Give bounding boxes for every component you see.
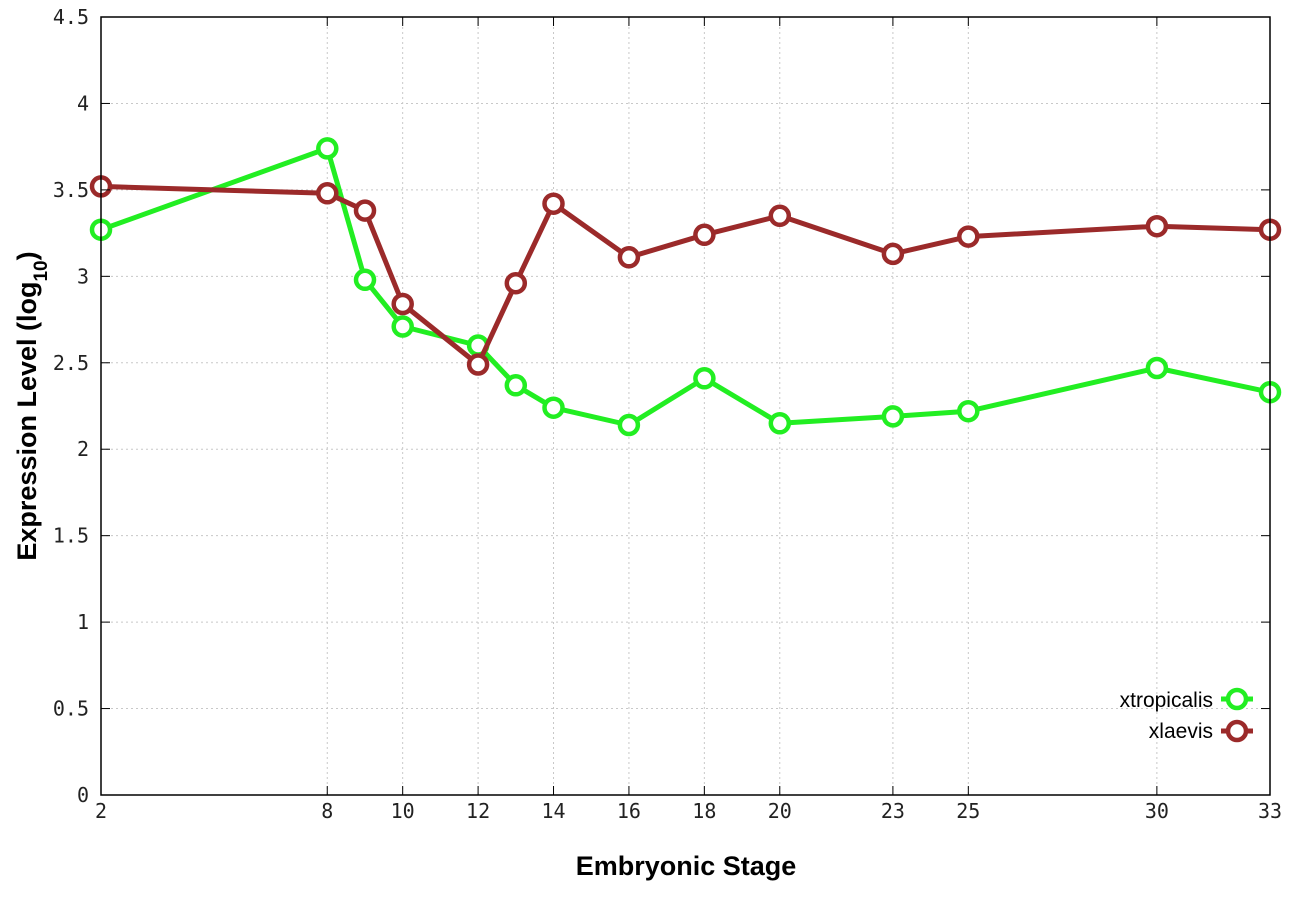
y-axis-title: Expression Level (log10) — [12, 251, 52, 560]
y-axis-title-close: ) — [12, 251, 42, 260]
series-xlaevis — [89, 175, 1282, 376]
y-tick-label-1-5: 1.5 — [53, 524, 89, 548]
y-axis-title-subscript: 10 — [31, 260, 52, 281]
legend-label-xtropicalis: xtropicalis — [1120, 689, 1213, 712]
x-tick-label-30: 30 — [1145, 799, 1169, 823]
series-layer — [89, 137, 1282, 437]
data-point-xlaevis-stage-16 — [617, 246, 641, 269]
y-tick-label-4: 4 — [77, 91, 89, 115]
legend-swatch-xlaevis-marker — [1225, 719, 1249, 743]
y-tick-label-2-5: 2.5 — [53, 351, 89, 375]
legend-swatch-xtropicalis-marker — [1225, 687, 1249, 711]
y-tick-label-0-5: 0.5 — [53, 697, 89, 721]
x-tick-label-23: 23 — [881, 799, 905, 823]
data-point-xtropicalis-stage-8 — [316, 137, 339, 160]
x-tick-label-33: 33 — [1258, 799, 1282, 823]
data-point-xtropicalis-stage-14 — [542, 396, 565, 419]
y-tick-label-1: 1 — [77, 610, 89, 634]
y-tick-label-3: 3 — [77, 264, 89, 288]
x-tick-label-25: 25 — [956, 799, 980, 823]
data-point-xlaevis-stage-14 — [542, 192, 565, 215]
x-tick-label-16: 16 — [617, 799, 641, 823]
data-point-xlaevis-stage-23 — [881, 242, 905, 266]
y-tick-label-2: 2 — [77, 437, 89, 461]
data-point-xtropicalis-stage-10 — [391, 315, 414, 338]
grid — [101, 17, 1270, 795]
y-tick-label-4-5: 4.5 — [53, 5, 89, 29]
data-point-xtropicalis-stage-20 — [768, 412, 792, 435]
data-point-xlaevis-stage-18 — [693, 223, 716, 247]
data-point-xlaevis-stage-10 — [391, 292, 414, 316]
data-point-xlaevis-stage-13 — [504, 271, 528, 295]
x-tick-label-10: 10 — [391, 799, 415, 823]
y-axis-title-main: Expression Level (log — [12, 282, 42, 561]
data-point-xlaevis-stage-25 — [957, 225, 980, 248]
data-point-xlaevis-stage-30 — [1145, 214, 1169, 238]
y-tick-label-0: 0 — [77, 783, 89, 807]
legend: xtropicalis xlaevis — [1120, 687, 1253, 743]
data-point-xtropicalis-stage-16 — [617, 413, 641, 437]
y-axis: 0 0.5 1 1.5 2 2.5 3 3.5 4 4.5 — [53, 5, 1270, 807]
data-point-xlaevis-stage-20 — [768, 204, 792, 228]
x-tick-label-12: 12 — [466, 799, 490, 823]
x-axis-title: Embryonic Stage — [576, 851, 797, 881]
data-point-xlaevis-stage-8 — [316, 182, 339, 205]
data-point-xtropicalis-stage-25 — [957, 399, 980, 423]
data-point-xtropicalis-stage-13 — [504, 374, 528, 397]
data-point-xtropicalis-stage-30 — [1145, 356, 1169, 380]
series-xtropicalis — [89, 137, 1282, 437]
x-tick-label-20: 20 — [768, 799, 792, 823]
series-line-xlaevis — [100, 183, 1271, 367]
x-tick-label-8: 8 — [321, 799, 333, 823]
data-point-xtropicalis-stage-18 — [693, 367, 716, 390]
legend-label-xlaevis: xlaevis — [1149, 720, 1213, 743]
data-point-xtropicalis-stage-23 — [881, 405, 905, 428]
x-tick-label-14: 14 — [541, 799, 565, 823]
plot-frame — [100, 16, 1271, 796]
data-point-xtropicalis-stage-9 — [353, 268, 377, 292]
data-point-xlaevis-stage-9 — [353, 199, 377, 222]
data-point-xlaevis-stage-12 — [466, 353, 490, 376]
y-tick-label-3-5: 3.5 — [53, 178, 89, 202]
x-tick-label-2: 2 — [95, 799, 107, 823]
x-axis: 2 8 10 12 14 16 18 20 23 25 30 33 — [95, 17, 1282, 823]
x-tick-label-18: 18 — [692, 799, 716, 823]
